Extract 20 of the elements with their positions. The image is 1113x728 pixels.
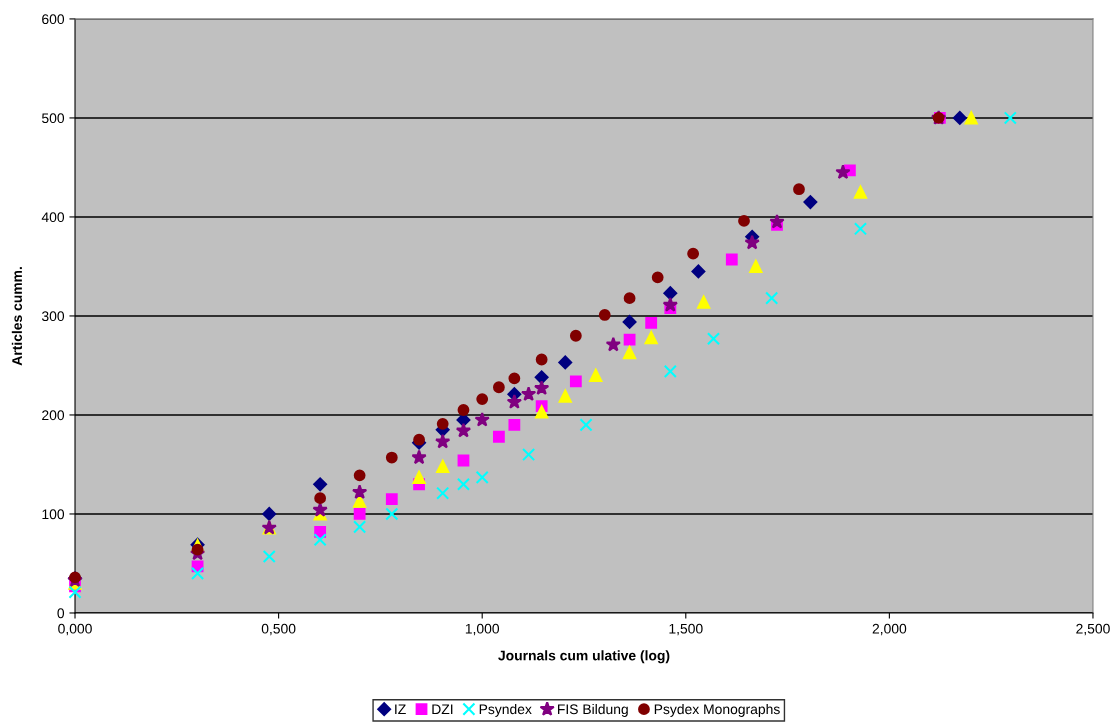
y-tick-label: 100 xyxy=(42,509,65,520)
x-tick-label: 2,000 xyxy=(872,623,907,636)
x-tick-label: 1,500 xyxy=(669,623,703,636)
y-tick-label: 500 xyxy=(41,113,65,124)
x-tick-label: 0,000 xyxy=(58,623,92,636)
y-axis-title: Articles cumm. xyxy=(11,267,23,366)
x-tick-label: 2,500 xyxy=(1076,623,1110,636)
legend-label: Psyndex xyxy=(479,703,532,717)
y-tick-label: 400 xyxy=(41,212,65,223)
y-tick-label: 200 xyxy=(42,410,65,421)
legend-label: IZ xyxy=(395,704,406,715)
x-tick-label: 0,500 xyxy=(261,623,296,636)
legend-label: Psydex Monographs xyxy=(654,703,780,717)
x-axis-title: Journals cum ulative (log) xyxy=(498,650,670,664)
y-tick-label: 300 xyxy=(41,311,65,322)
legend-label: FIS Bildung xyxy=(558,703,628,717)
y-tick-label: 0 xyxy=(57,608,65,619)
y-tick-label: 600 xyxy=(42,14,65,25)
x-tick-label: 1,000 xyxy=(465,623,500,636)
legend-label: DZI xyxy=(432,704,453,715)
